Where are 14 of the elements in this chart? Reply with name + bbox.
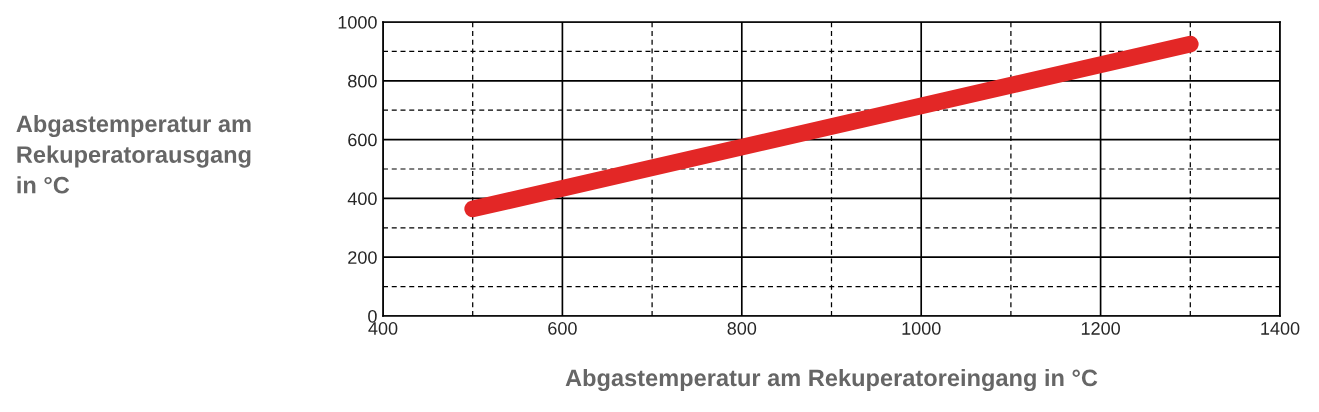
x-tick-label: 800: [727, 322, 757, 335]
x-tick-label: 400: [368, 322, 398, 335]
y-tick-label: 800: [348, 74, 377, 88]
x-tick-label: 600: [548, 322, 577, 335]
y-tick-label: 200: [348, 251, 377, 264]
x-tick-label: 1200: [1081, 322, 1120, 335]
y-tick-label: 1000: [338, 15, 377, 29]
x-tick-label: 1400: [1261, 322, 1300, 335]
y-axis-title: Abgastemperatur am Rekuperatorausgang in °C: [16, 114, 251, 194]
y-tick-label: 400: [347, 192, 377, 206]
y-tick-label: 0: [368, 309, 377, 323]
x-axis-title: Abgastemperatur am Rekuperatoreingang in °C: [565, 368, 1098, 392]
y-tick-label: 600: [348, 133, 377, 147]
x-tick-label: 1000: [902, 322, 941, 335]
